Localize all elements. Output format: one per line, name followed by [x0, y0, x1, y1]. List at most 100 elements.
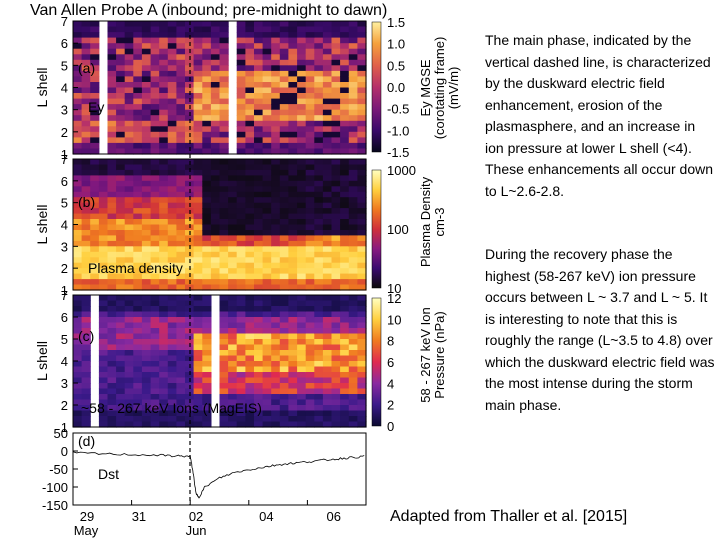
density-cell: [98, 159, 109, 166]
density-cell: [254, 197, 264, 204]
density-cell: [279, 246, 289, 253]
ion-pressure-cell: [193, 306, 203, 313]
density-cell: [305, 219, 315, 226]
ion-pressure-cell: [314, 350, 324, 357]
density-cell: [348, 224, 358, 231]
density-cell: [116, 246, 126, 253]
ion-pressure-cell: [254, 416, 264, 423]
ion-pressure-cell: [98, 311, 109, 318]
ion-pressure-cell: [116, 295, 126, 302]
ion-pressure-cell: [288, 300, 298, 307]
ey-cell: [73, 93, 83, 100]
density-cell: [159, 159, 169, 166]
ey-cell: [236, 131, 246, 138]
ey-cell: [176, 76, 186, 83]
ey-cell: [262, 82, 272, 89]
ion-pressure-cell: [116, 333, 126, 340]
density-cell: [348, 208, 358, 215]
density-cell: [236, 268, 246, 275]
ey-cell: [107, 131, 117, 138]
ey-cell: [90, 48, 100, 55]
ion-pressure-cell: [81, 366, 91, 373]
ion-pressure-cell: [124, 333, 134, 340]
ion-pressure-cell: [288, 383, 298, 390]
density-cell: [314, 279, 324, 286]
colorbar-tick-label: 0.0: [387, 80, 405, 95]
ey-cell: [116, 126, 126, 133]
density-cell: [185, 240, 195, 247]
density-cell: [202, 175, 212, 182]
ion-pressure-cell: [297, 333, 307, 340]
ion-pressure-cell: [314, 311, 324, 318]
ion-pressure-cell: [107, 421, 117, 428]
ey-cell: [236, 21, 246, 28]
density-cell: [219, 219, 229, 226]
density-cell: [271, 197, 281, 204]
ey-cell: [254, 32, 264, 39]
ion-pressure-cell: [305, 421, 315, 428]
ion-pressure-cell: [254, 306, 264, 313]
ion-pressure-cell: [81, 377, 91, 384]
ey-cell: [73, 37, 83, 44]
density-cell: [73, 219, 83, 226]
ion-pressure-cell: [314, 399, 324, 406]
density-cell: [279, 164, 289, 171]
density-cell: [245, 197, 255, 204]
ey-cell: [133, 120, 143, 127]
density-cell: [133, 213, 143, 220]
ey-cell: [254, 131, 264, 138]
ey-cell: [150, 48, 160, 55]
density-cell: [236, 208, 246, 215]
ion-pressure-cell: [254, 355, 264, 362]
density-cell: [202, 213, 212, 220]
density-cell: [245, 262, 255, 269]
ion-pressure-cell: [322, 317, 333, 324]
ey-cell: [271, 48, 281, 55]
ion-pressure-cell: [116, 405, 126, 412]
density-cell: [340, 262, 350, 269]
density-cell: [254, 246, 264, 253]
ey-cell: [254, 137, 264, 144]
ion-pressure-cell: [340, 405, 350, 412]
ey-cell: [288, 65, 298, 72]
ey-cell: [297, 43, 307, 50]
ey-cell: [124, 98, 134, 105]
density-cell: [340, 279, 350, 286]
ey-cell: [116, 82, 126, 89]
density-cell: [167, 224, 177, 231]
ey-cell: [185, 59, 195, 66]
density-cell: [107, 251, 117, 258]
ey-cell: [90, 148, 100, 155]
ion-pressure-cell: [357, 388, 367, 395]
ey-cell: [193, 142, 203, 149]
ey-cell: [107, 109, 117, 116]
ey-cell: [322, 137, 333, 144]
density-cell: [219, 164, 229, 171]
ey-cell: [262, 59, 272, 66]
ion-pressure-cell: [219, 377, 229, 384]
ion-pressure-cell: [331, 300, 341, 307]
ion-pressure-cell: [357, 377, 367, 384]
density-cell: [124, 284, 134, 291]
density-cell: [322, 224, 333, 231]
ion-pressure-cell: [348, 377, 358, 384]
ey-cell: [159, 98, 169, 105]
ion-pressure-cell: [245, 416, 255, 423]
ion-pressure-cell: [202, 300, 212, 307]
density-cell: [314, 246, 324, 253]
ey-cell: [305, 48, 315, 55]
ion-pressure-cell: [314, 372, 324, 379]
ey-cell: [279, 104, 289, 111]
density-cell: [279, 197, 289, 204]
density-cell: [357, 230, 367, 237]
ey-cell: [73, 104, 83, 111]
ey-cell: [202, 148, 212, 155]
ion-pressure-cell: [159, 344, 169, 351]
density-cell: [314, 186, 324, 193]
ion-pressure-cell: [245, 328, 255, 335]
ion-pressure-cell: [219, 328, 229, 335]
ion-pressure-cell: [340, 377, 350, 384]
density-cell: [90, 273, 100, 280]
density-cell: [107, 273, 117, 280]
ion-pressure-cell: [331, 295, 341, 302]
